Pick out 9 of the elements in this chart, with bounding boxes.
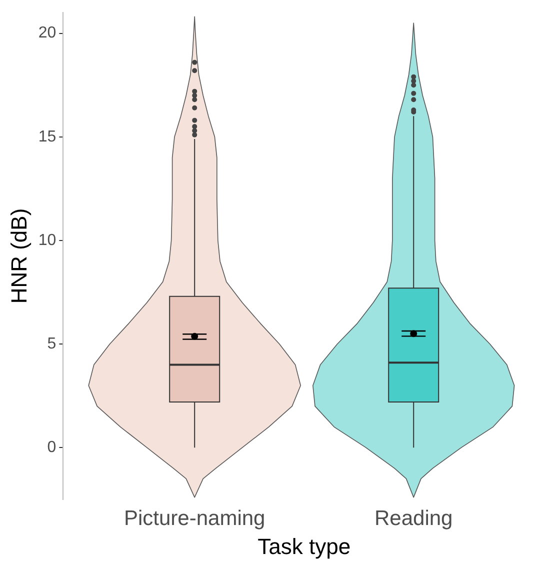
y-tick-label: 20: [38, 24, 56, 42]
x-tick-label: Picture-naming: [124, 506, 266, 530]
y-tick-label: 5: [47, 335, 56, 352]
y-tick-label: 15: [38, 128, 56, 146]
x-tick-label: Reading: [374, 506, 453, 530]
y-tick-label: 0: [47, 439, 56, 456]
y-tick-label: 10: [38, 232, 56, 249]
y-axis-title: HNR (dB): [6, 208, 32, 304]
x-axis-title: Task type: [258, 534, 351, 559]
